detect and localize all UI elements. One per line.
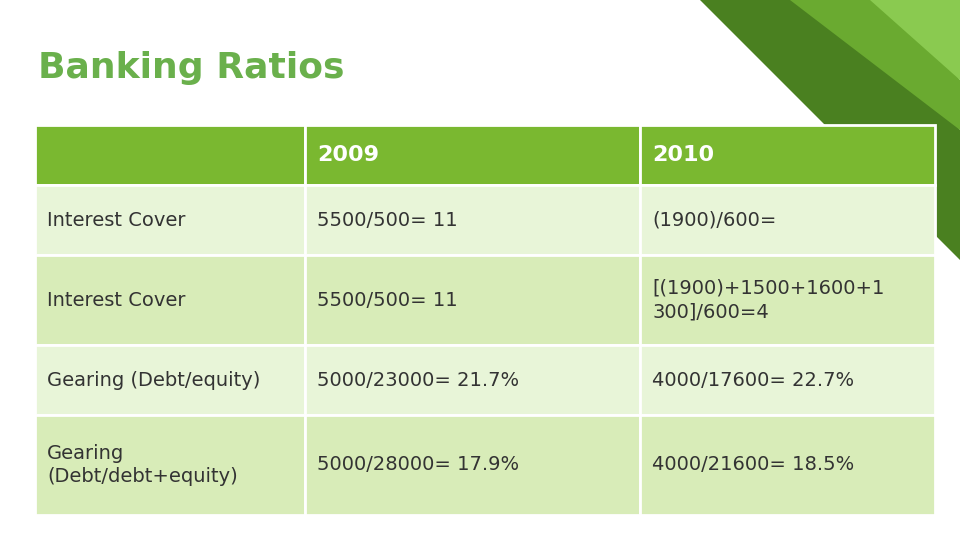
Bar	[35, 125, 305, 185]
Text: [(1900)+1500+1600+1
300]/600=4: [(1900)+1500+1600+1 300]/600=4	[652, 279, 884, 321]
Bar	[35, 415, 305, 515]
Polygon shape	[790, 0, 960, 130]
Text: 5000/28000= 17.9%: 5000/28000= 17.9%	[317, 456, 519, 475]
Text: Banking Ratios: Banking Ratios	[38, 51, 345, 85]
Bar	[640, 125, 935, 185]
Text: 5500/500= 11: 5500/500= 11	[317, 211, 458, 229]
Bar	[305, 255, 640, 345]
Bar	[640, 345, 935, 415]
Bar	[305, 345, 640, 415]
Bar	[640, 415, 935, 515]
Bar	[305, 415, 640, 515]
Bar	[640, 255, 935, 345]
Text: Interest Cover: Interest Cover	[47, 291, 185, 309]
Text: Gearing (Debt/equity): Gearing (Debt/equity)	[47, 370, 260, 389]
Bar	[35, 255, 305, 345]
Polygon shape	[700, 0, 960, 260]
Text: 5500/500= 11: 5500/500= 11	[317, 291, 458, 309]
Text: Gearing
(Debt/debt+equity): Gearing (Debt/debt+equity)	[47, 444, 238, 486]
Polygon shape	[870, 0, 960, 80]
Text: 4000/21600= 18.5%: 4000/21600= 18.5%	[652, 456, 854, 475]
Text: 2010: 2010	[652, 145, 714, 165]
Polygon shape	[860, 0, 960, 100]
Bar	[305, 185, 640, 255]
Text: 2009: 2009	[317, 145, 379, 165]
Text: 4000/17600= 22.7%: 4000/17600= 22.7%	[652, 370, 854, 389]
Text: 5000/23000= 21.7%: 5000/23000= 21.7%	[317, 370, 519, 389]
Bar	[35, 185, 305, 255]
Text: Interest Cover: Interest Cover	[47, 211, 185, 229]
Text: (1900)/600=: (1900)/600=	[652, 211, 777, 229]
Bar	[305, 125, 640, 185]
Bar	[35, 345, 305, 415]
Bar	[640, 185, 935, 255]
